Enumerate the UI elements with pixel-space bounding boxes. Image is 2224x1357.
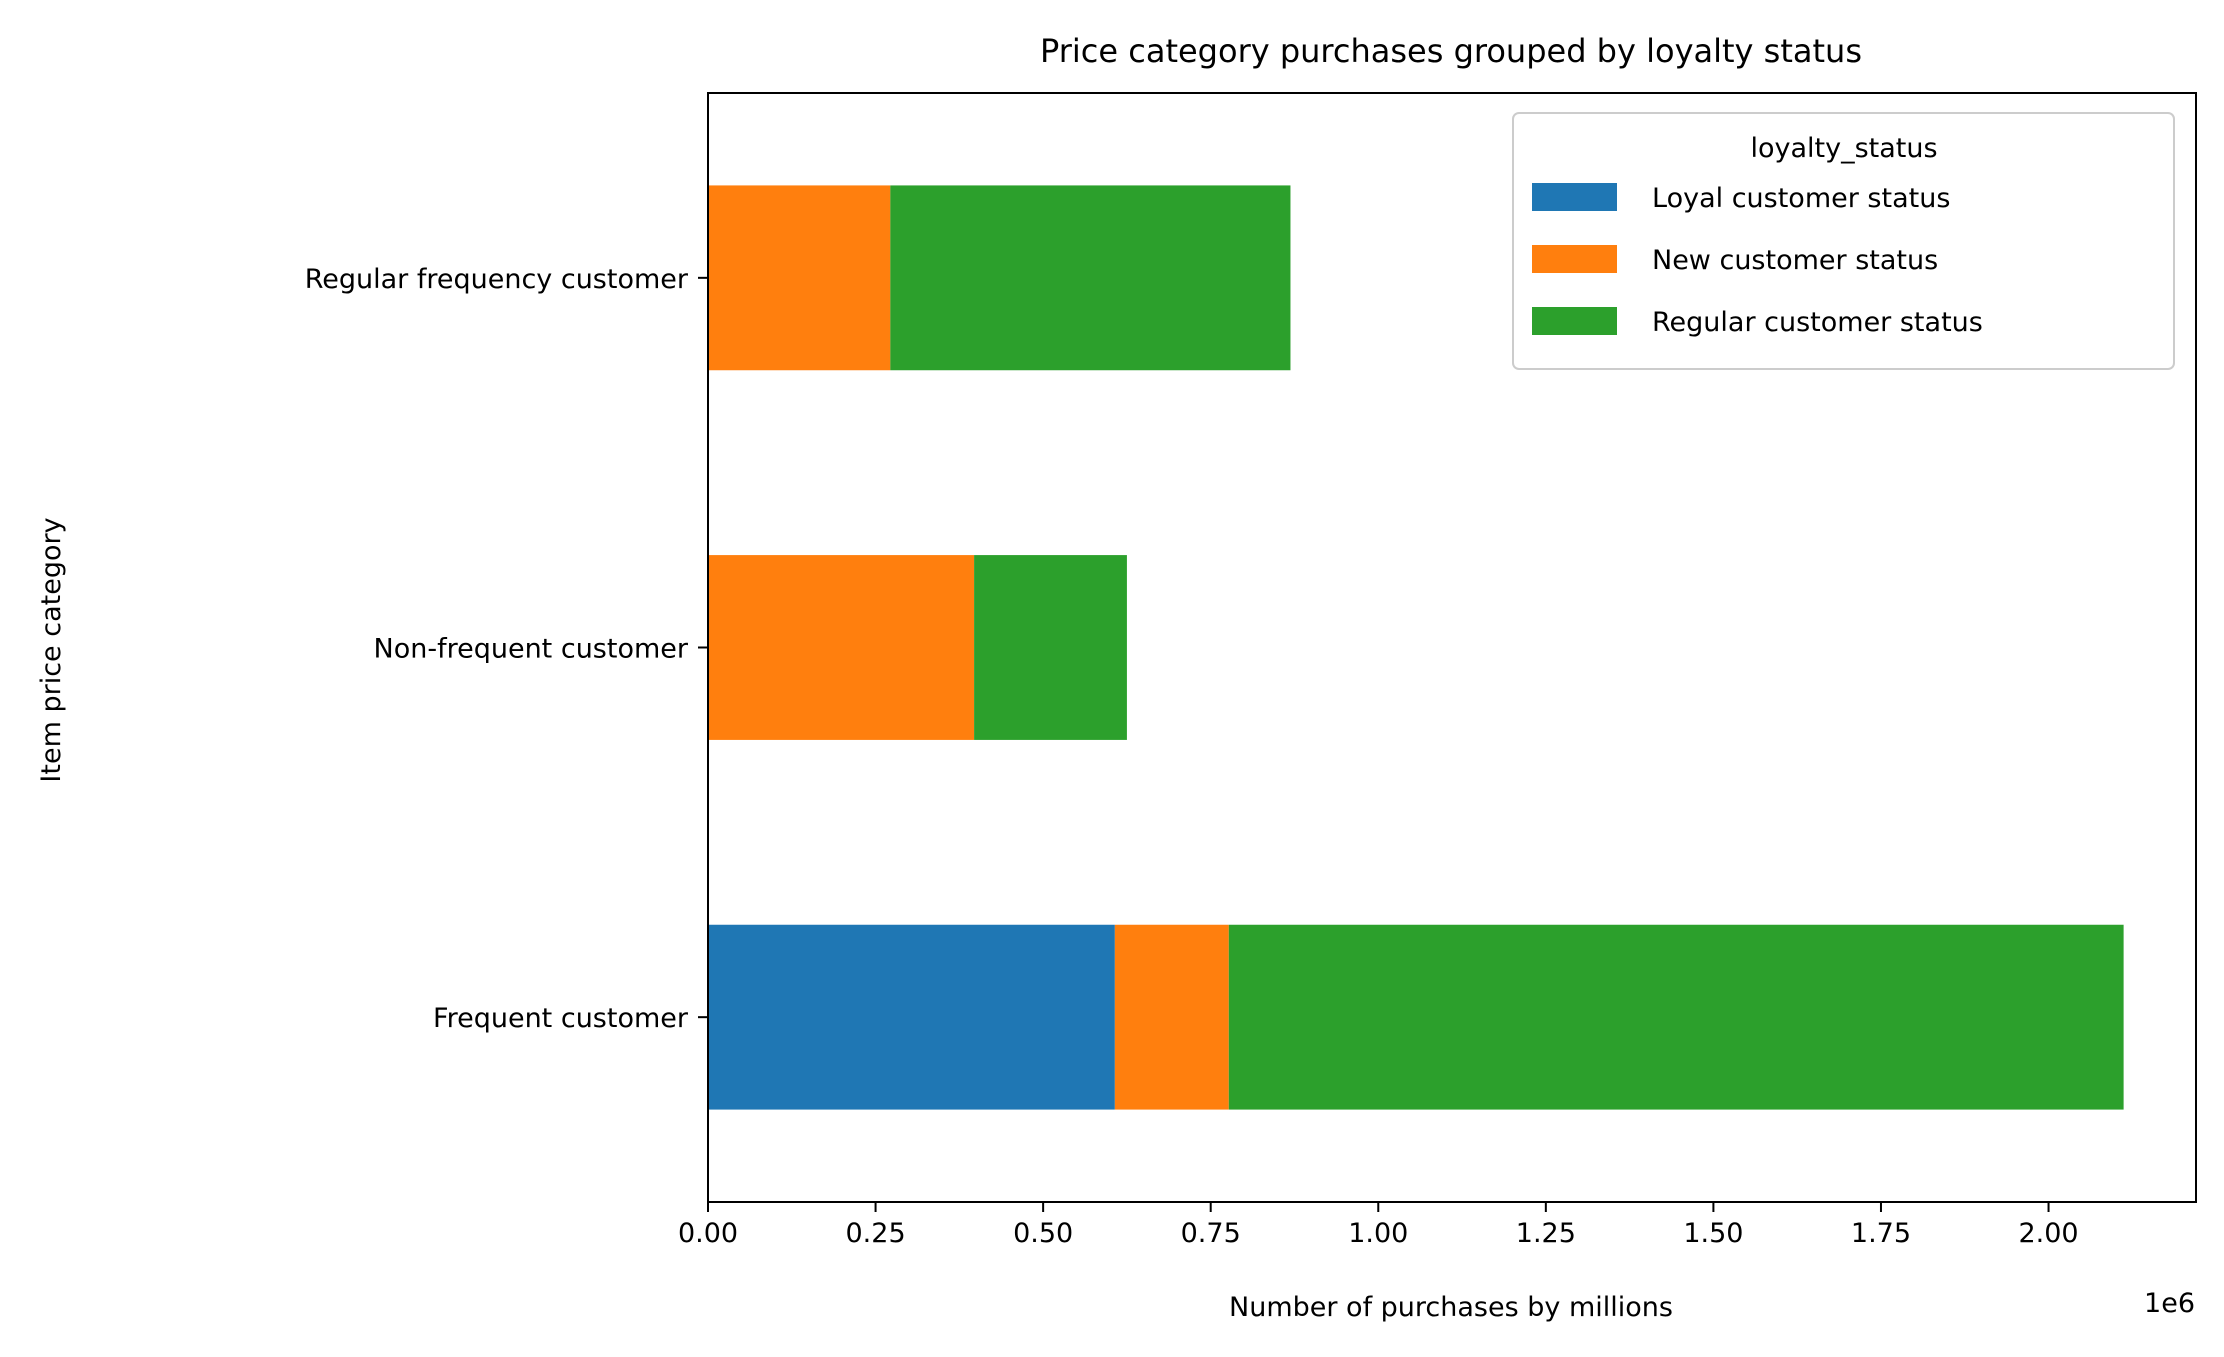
bar-segment-0-1 [1114,924,1229,1110]
x-tick-label: 0.25 [846,1218,906,1249]
x-tick-label: 1.25 [1516,1218,1576,1249]
x-tick-label: 0.75 [1181,1218,1241,1249]
x-tick-label: 1.00 [1348,1218,1408,1249]
legend-swatch [1532,183,1617,211]
y-axis: Frequent customer Non-frequent customer Re… [305,264,708,1034]
chart-title: Price category purchases grouped by loya… [1040,32,1862,70]
legend-label: Regular customer status [1652,307,1983,338]
x-axis-offset-label: 1e6 [2144,1288,2195,1319]
bar-segment-2-1 [708,185,891,371]
y-tick-label: Frequent customer [433,1003,689,1034]
bar-segment-1-1 [708,555,975,740]
legend-title: loyalty_status [1750,133,1937,164]
bar-segment-0-2 [1228,924,2124,1110]
bars-layer [708,185,2124,1110]
legend: loyalty_status Loyal customer status New … [1512,112,2175,370]
bar-segment-2-2 [890,185,1291,371]
x-axis: 0.00 0.25 0.50 0.75 1.00 1.25 1.50 1.75 2.00 [678,1202,2079,1249]
x-tick-label: 0.00 [678,1218,738,1249]
x-tick-label: 1.75 [1851,1218,1911,1249]
x-tick-label: 1.50 [1683,1218,1743,1249]
x-tick-label: 0.50 [1013,1218,1073,1249]
y-axis-label: Item price category [36,517,67,782]
bar-segment-1-2 [974,555,1127,740]
y-tick-label: Regular frequency customer [305,264,689,295]
legend-label: New customer status [1652,245,1938,276]
y-tick-label: Non-frequent customer [374,634,689,665]
legend-swatch [1532,245,1617,273]
legend-swatch [1532,307,1617,335]
x-axis-label: Number of purchases by millions [1229,1292,1673,1323]
bar-segment-0-0 [708,924,1115,1110]
legend-frame [1512,112,2175,370]
legend-items: Loyal customer status New customer status… [1532,183,1983,338]
x-tick-label: 2.00 [2018,1218,2078,1249]
legend-label: Loyal customer status [1652,183,1950,214]
